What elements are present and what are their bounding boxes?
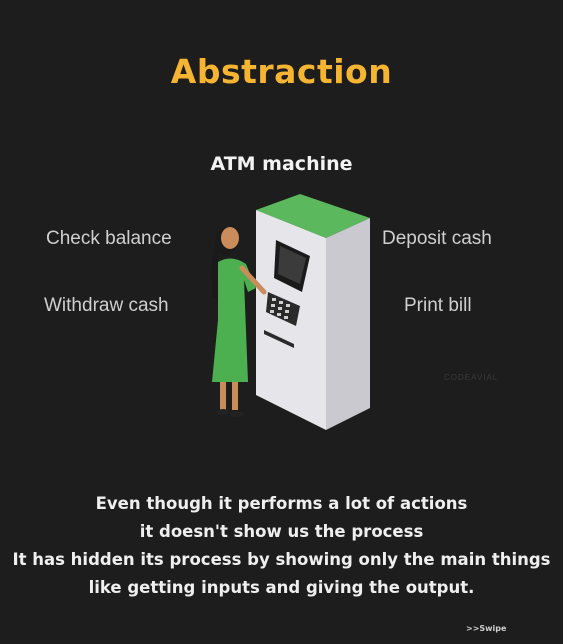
atm-machine-heading: ATM machine: [210, 153, 353, 175]
description-line-2: it doesn't show us the process: [139, 522, 424, 541]
watermark-text: CODEAVIAL: [444, 373, 499, 382]
action-print-bill: Print bill: [404, 295, 472, 316]
page-title: Abstraction: [170, 52, 393, 91]
swipe-hint: >>Swipe: [466, 624, 507, 633]
action-check-balance: Check balance: [46, 228, 172, 249]
description: Even though it performs a lot of actions…: [0, 490, 563, 602]
atm-illustration: [211, 194, 370, 430]
description-line-1: Even though it performs a lot of actions: [95, 494, 468, 513]
action-withdraw-cash: Withdraw cash: [44, 295, 169, 316]
woman-figure: [211, 227, 267, 417]
action-deposit-cash: Deposit cash: [382, 228, 492, 249]
description-line-3: It has hidden its process by showing onl…: [12, 550, 551, 569]
atm-machine: [256, 194, 370, 430]
atm-slot: [264, 330, 294, 348]
description-line-4: like getting inputs and giving the outpu…: [88, 578, 475, 597]
